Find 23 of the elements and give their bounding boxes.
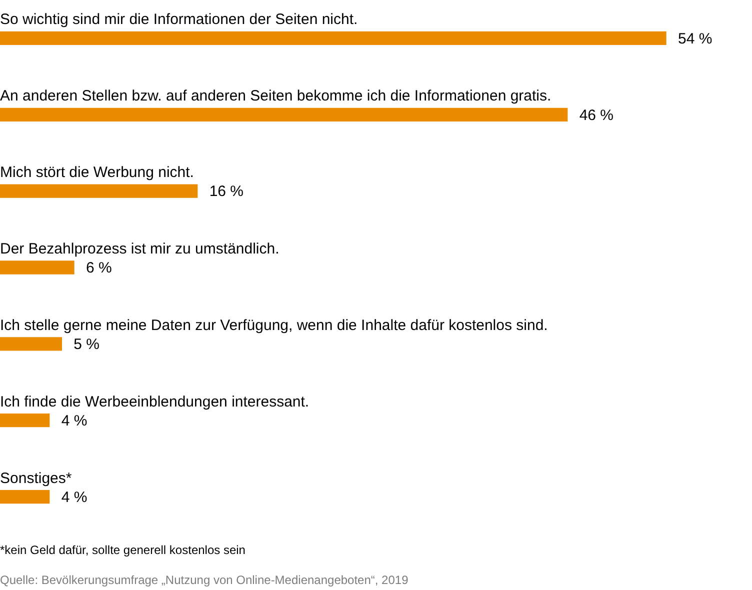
source-note: Quelle: Bevölkerungsumfrage „Nutzung von Online-Medienangeboten“, 2019 bbox=[0, 573, 408, 587]
data-label: 5 % bbox=[74, 336, 100, 354]
y-tick-label: Ich stelle gerne meine Daten zur Verfügung, wenn die Inhalte dafür kostenlos sind. bbox=[0, 316, 548, 334]
y-tick-label: Mich stört die Werbung nicht. bbox=[0, 164, 194, 182]
data-label: 46 % bbox=[579, 106, 614, 124]
data-label: 4 % bbox=[61, 412, 88, 430]
bar bbox=[0, 490, 50, 504]
y-tick-label: An anderen Stellen bzw. auf anderen Seiten bekomme ich die Informationen gratis. bbox=[0, 88, 552, 105]
y-tick-label: So wichtig sind mir die Informationen der Seiten nicht. bbox=[0, 11, 358, 28]
y-tick-label: Ich finde die Werbeeinblendungen interessant. bbox=[0, 393, 310, 410]
bar bbox=[0, 31, 666, 46]
y-tick-label: Sonstiges* bbox=[0, 470, 72, 487]
data-label: 4 % bbox=[61, 488, 88, 506]
text: *kein Geld dafür, sollte generell kostenlos sein bbox=[0, 543, 246, 557]
y-tick-label: Der Bezahlprozess ist mir zu umständlich. bbox=[0, 240, 280, 258]
data-label: 6 % bbox=[86, 260, 112, 277]
bar bbox=[0, 260, 74, 274]
bar bbox=[0, 337, 62, 351]
bar bbox=[0, 414, 50, 428]
data-label: 16 % bbox=[209, 183, 244, 200]
bar bbox=[0, 184, 198, 198]
bar bbox=[0, 108, 568, 122]
data-label: 54 % bbox=[678, 30, 712, 48]
